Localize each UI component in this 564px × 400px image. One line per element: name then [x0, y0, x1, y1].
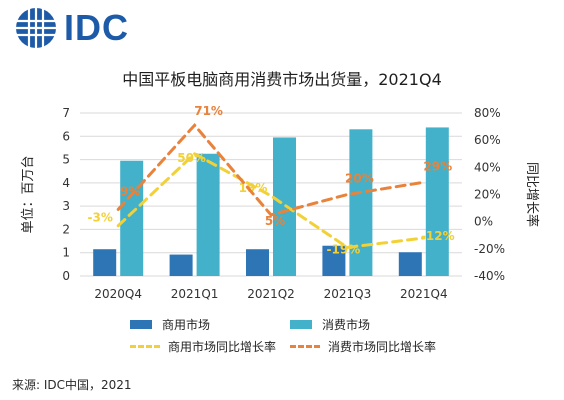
label-commercial-growth-2021Q3: -19% [327, 242, 361, 256]
line-commercial-growth [116, 151, 426, 250]
source-note: 来源: IDC中国，2021 [12, 378, 132, 392]
legend-item-consumer-growth: 消费市场同比增长率 [290, 338, 436, 355]
bar-consumer-2021Q4 [425, 127, 449, 277]
label-commercial-growth-2021Q2: 19% [239, 181, 268, 195]
line-consumer-growth [116, 122, 426, 217]
y-tick-label: 1 [62, 246, 70, 260]
y-tick-label: 5 [62, 153, 70, 167]
bar-consumer-2020Q4 [120, 160, 144, 276]
bar-commercial-2021Q4 [398, 252, 422, 276]
label-consumer-growth-2020Q4: 9% [120, 184, 140, 198]
y2-tick-label: -20% [474, 242, 505, 256]
x-tick-label: 2021Q1 [171, 287, 219, 301]
label-commercial-growth-2020Q4: -3% [88, 211, 113, 225]
label-consumer-growth-2021Q1: 71% [194, 104, 223, 118]
legend-label-consumer-growth: 消费市场同比增长率 [328, 340, 437, 354]
legend-label-commercial-growth: 商用市场同比增长率 [168, 340, 277, 354]
y-tick-label: 4 [62, 176, 70, 190]
y2-tick-label: 20% [474, 188, 501, 202]
legend-label-consumer: 消费市场 [322, 318, 371, 332]
label-commercial-growth-2021Q1: 50% [177, 151, 206, 165]
bar-consumer-2021Q1 [196, 153, 220, 276]
idc-logo: IDC [14, 6, 129, 50]
y-tick-label: 3 [62, 199, 70, 213]
label-commercial-growth-2021Q4: -12% [421, 229, 455, 243]
bar-commercial-2021Q1 [169, 254, 193, 276]
bar-commercial-2020Q4 [93, 249, 117, 276]
legend-label-commercial: 商用市场 [162, 318, 211, 332]
chart-title: 中国平板电脑商用消费市场出货量，2021Q4 [122, 70, 442, 89]
x-tick-label: 2021Q3 [324, 287, 372, 301]
bar-consumer-2021Q3 [349, 129, 373, 276]
y2-tick-label: 60% [474, 133, 501, 147]
label-consumer-growth-2021Q3: 20% [345, 172, 374, 186]
x-tick-label: 2020Q4 [94, 287, 142, 301]
y-tick-label: 2 [62, 222, 70, 236]
y-tick-label: 6 [62, 129, 70, 143]
bar-consumer-2021Q2 [273, 137, 296, 276]
y-axis-title: 单位：百万台 [21, 155, 36, 233]
idc-logo-text: IDC [64, 7, 129, 48]
legend-swatch-consumer-growth [290, 345, 320, 348]
y-tick-label: 7 [62, 106, 70, 120]
y-tick-label: 0 [62, 269, 70, 283]
label-consumer-growth-2021Q2: 5% [265, 214, 285, 228]
bar-commercial-2021Q2 [246, 249, 269, 276]
y2-axis-title: 同比增长率 [524, 162, 540, 227]
x-tick-label: 2021Q4 [400, 287, 448, 301]
y2-tick-label: 40% [474, 160, 501, 174]
legend-item-commercial-growth: 商用市场同比增长率 [130, 338, 276, 355]
bar-commercial-2021Q3 [322, 245, 346, 276]
idc-globe-icon [16, 8, 56, 48]
legend-swatch-commercial [130, 320, 152, 329]
legend-swatch-commercial-growth [130, 345, 160, 348]
y2-tick-label: 0% [474, 215, 493, 229]
y2-tick-label: -40% [474, 269, 505, 283]
chart-plot: 0 1 2 3 4 5 6 7 -40% -20% 0% 20% 40% 60% 80% 单位：百万台 同比增长… [21, 104, 540, 301]
label-consumer-growth-2021Q4: 29% [423, 159, 452, 173]
y2-tick-label: 80% [474, 106, 501, 120]
x-tick-label: 2021Q2 [247, 287, 295, 301]
legend-item-consumer: 消费市场 [290, 316, 370, 333]
legend-swatch-consumer [290, 320, 312, 329]
legend-item-commercial: 商用市场 [130, 316, 210, 333]
